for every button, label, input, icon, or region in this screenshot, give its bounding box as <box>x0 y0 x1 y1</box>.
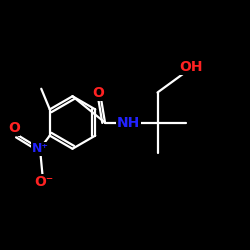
Text: O⁻: O⁻ <box>34 175 54 189</box>
Text: N⁺: N⁺ <box>32 142 48 155</box>
Text: OH: OH <box>179 60 202 74</box>
Text: O: O <box>8 121 20 135</box>
Text: NH: NH <box>117 116 140 130</box>
Text: O: O <box>92 86 104 100</box>
